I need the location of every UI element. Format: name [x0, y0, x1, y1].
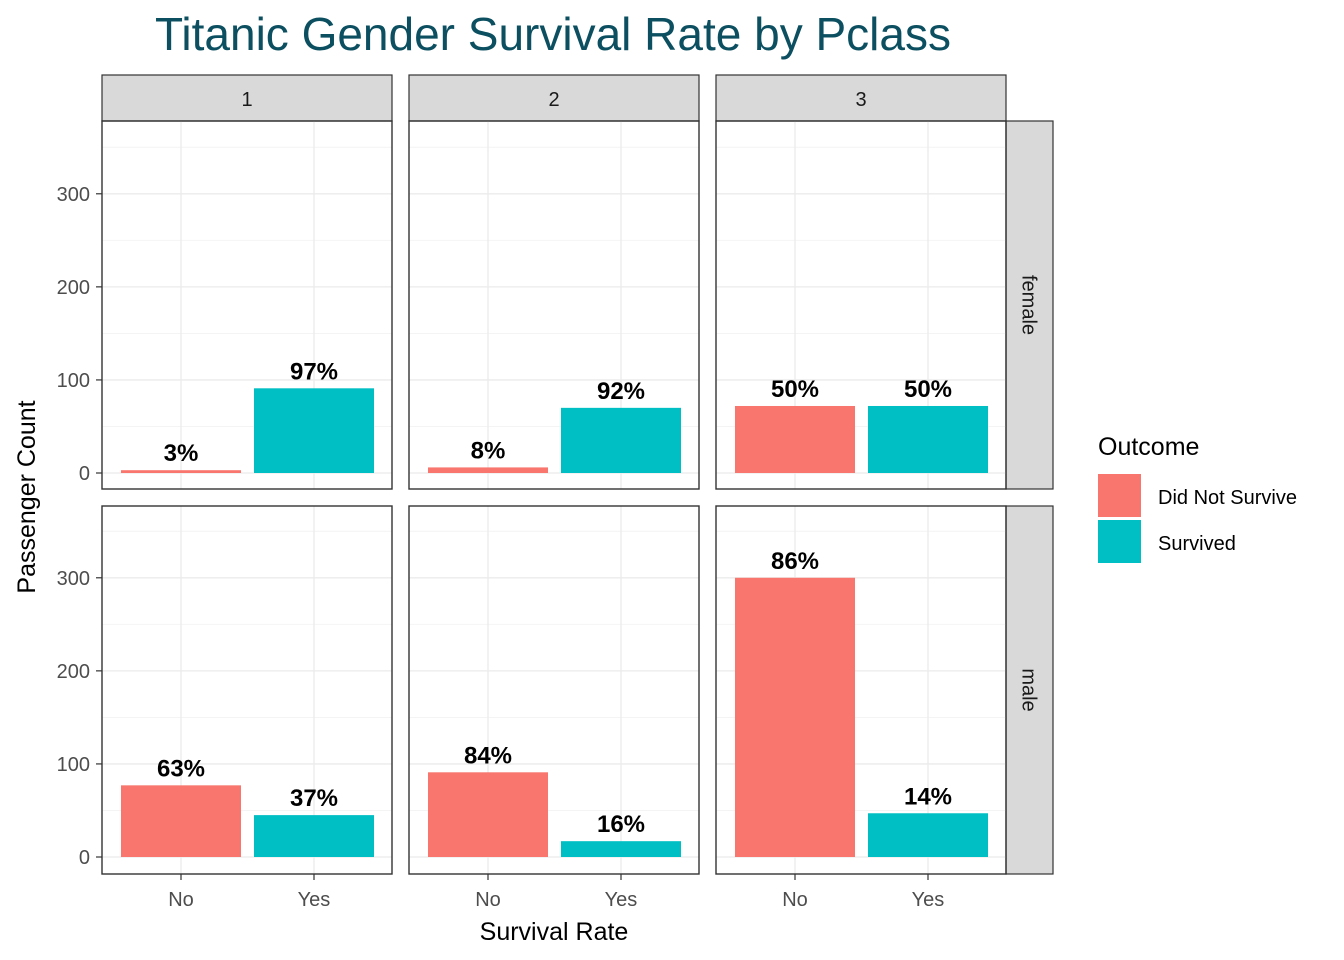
y-tick-label: 200	[57, 277, 90, 299]
bar-data-label: 97%	[290, 358, 338, 385]
panel-border	[715, 120, 1007, 490]
legend-key	[1098, 474, 1141, 517]
x-tick-label: Yes	[605, 889, 638, 911]
y-tick-label: 300	[57, 568, 90, 590]
bar-data-label: 63%	[157, 755, 205, 782]
x-tick-label: No	[168, 889, 194, 911]
bar-no	[121, 785, 241, 857]
row-strip-female	[1005, 120, 1054, 490]
panels-layer: 1 2 3 female male 3% 97% 0 100 200 300 8% 92% 50% 50% 6…	[57, 74, 1054, 911]
row-strip-label: male	[1018, 668, 1040, 711]
panel-border	[408, 505, 700, 875]
bar-data-label: 8%	[471, 437, 506, 464]
y-tick-label: 200	[57, 661, 90, 683]
bar-data-label: 14%	[904, 783, 952, 810]
column-strip-label: 1	[241, 89, 252, 111]
row-strip-label: female	[1018, 275, 1040, 335]
x-tick-label: Yes	[298, 889, 331, 911]
bar-no	[121, 470, 241, 473]
bar-yes	[561, 407, 681, 473]
y-tick-label: 300	[57, 184, 90, 206]
x-tick-label: No	[782, 889, 808, 911]
column-strip-3	[715, 74, 1007, 122]
row-strip-male	[1005, 505, 1054, 875]
bar-no	[735, 577, 855, 857]
x-tick-label: Yes	[912, 889, 945, 911]
legend-label: Did Not Survive	[1158, 487, 1297, 509]
column-strip-label: 3	[855, 89, 866, 111]
y-tick-label: 0	[79, 463, 90, 485]
y-tick-label: 100	[57, 370, 90, 392]
bar-no	[735, 405, 855, 473]
column-strip-label: 2	[548, 89, 559, 111]
panel-female-1: 3% 97% 0 100 200 300	[57, 120, 393, 490]
x-tick-label: No	[475, 889, 501, 911]
column-strip-1	[101, 74, 393, 122]
y-axis-title: Passenger Count	[13, 400, 41, 593]
legend-label: Survived	[1158, 533, 1236, 555]
bar-data-label: 50%	[771, 376, 819, 403]
panel-male-3: 86% 14% No Yes	[715, 505, 1007, 911]
bar-data-label: 86%	[771, 548, 819, 575]
bar-data-label: 3%	[164, 440, 199, 467]
legend-title: Outcome	[1098, 433, 1199, 461]
y-tick-label: 100	[57, 754, 90, 776]
panel-male-1: 63% 37% 0 100 200 300 No Yes	[57, 505, 393, 911]
bar-data-label: 92%	[597, 378, 645, 405]
bar-yes	[868, 813, 988, 857]
panel-male-2: 84% 16% No Yes	[408, 505, 700, 911]
bar-data-label: 84%	[464, 742, 512, 769]
panel-border	[408, 120, 700, 490]
bar-no	[428, 467, 548, 473]
bar-yes	[254, 815, 374, 857]
panel-border	[101, 120, 393, 490]
panel-female-2: 8% 92%	[408, 120, 700, 490]
bar-yes	[868, 405, 988, 473]
y-tick-label: 0	[79, 847, 90, 869]
chart-title: Titanic Gender Survival Rate by Pclass	[155, 8, 951, 60]
bar-data-label: 50%	[904, 376, 952, 403]
x-axis-title: Survival Rate	[480, 918, 629, 946]
panel-female-3: 50% 50%	[715, 120, 1007, 490]
column-strip-2	[408, 74, 700, 122]
bar-yes	[561, 841, 681, 857]
panel-border	[715, 505, 1007, 875]
legend-key	[1098, 520, 1141, 563]
bar-data-label: 16%	[597, 811, 645, 838]
bar-yes	[254, 388, 374, 473]
bar-no	[428, 772, 548, 857]
panel-border	[101, 505, 393, 875]
legend: Outcome Did Not Survive Survived	[1098, 433, 1297, 563]
bar-data-label: 37%	[290, 785, 338, 812]
